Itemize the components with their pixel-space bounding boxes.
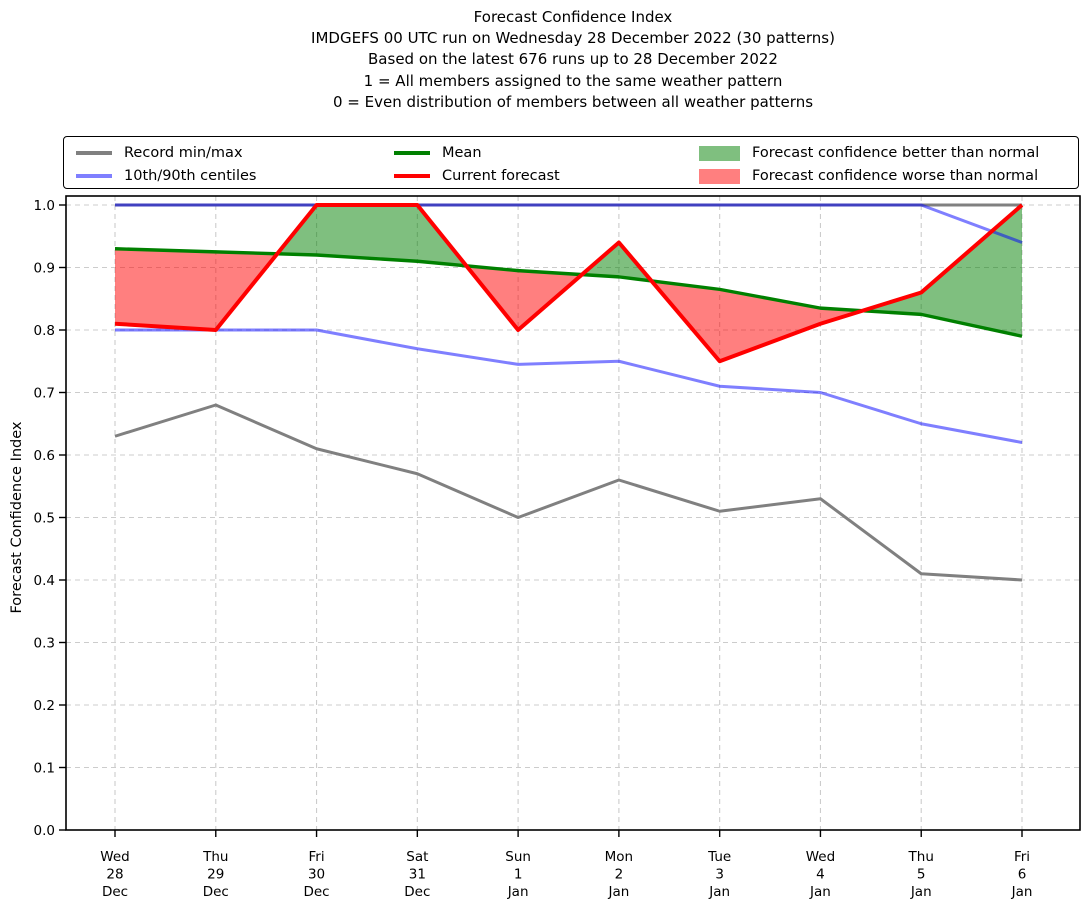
axes-frame xyxy=(65,195,1081,831)
legend-label: Mean xyxy=(442,145,482,161)
x-tick-label: 29 xyxy=(207,867,224,883)
centile-10-line xyxy=(115,328,1023,444)
legend-label: Record min/max xyxy=(124,145,243,161)
title-line-1: Forecast Confidence Index xyxy=(473,8,673,26)
title-line-5: 0 = Even distribution of members between… xyxy=(332,92,814,111)
title-line-4: 1 = All members assigned to the same wea… xyxy=(363,71,783,90)
x-tick-label: 2 xyxy=(615,867,624,883)
legend-label: Forecast confidence worse than normal xyxy=(752,168,1039,184)
legend-entry-worse-than-normal: Forecast confidence worse than normal xyxy=(699,166,1038,186)
better-than-normal-fill xyxy=(277,205,467,266)
x-tick-label: 28 xyxy=(106,867,123,883)
y-tick-label: 0.3 xyxy=(34,636,55,652)
legend-label: 10th/90th centiles xyxy=(124,168,257,184)
x-tick-label: Fri xyxy=(309,849,325,865)
y-axis-label: Forecast Confidence Index xyxy=(9,421,25,613)
x-tick-label: Jan xyxy=(809,884,831,900)
y-tick-label: 0.8 xyxy=(34,323,55,339)
x-tick-label: 5 xyxy=(917,867,926,883)
series-lines xyxy=(114,203,1024,582)
y-tick-label: 0.5 xyxy=(34,511,55,527)
current-forecast-line-swatch xyxy=(394,174,430,178)
worse-than-normal-fill xyxy=(115,248,278,330)
legend-label: Forecast confidence better than normal xyxy=(752,145,1040,161)
x-tick-label: Dec xyxy=(404,884,430,900)
x-tick-label: Jan xyxy=(607,884,629,900)
x-tick-label: Wed xyxy=(100,849,129,865)
chart-title-block: Forecast Confidence Index IMDGEFS 00 UTC… xyxy=(66,7,1080,113)
x-tick-label: Sun xyxy=(505,849,531,865)
x-tick-label: Dec xyxy=(303,884,329,900)
legend-entry-better-than-normal: Forecast confidence better than normal xyxy=(699,143,1039,163)
legend-entry-mean: Mean xyxy=(394,143,482,163)
x-tick-label: Jan xyxy=(910,884,932,900)
x-tick-label: Tue xyxy=(707,849,731,865)
centiles-line-swatch xyxy=(76,174,112,178)
record-minmax-line-swatch xyxy=(76,151,112,155)
legend-entry-centiles: 10th/90th centiles xyxy=(76,166,256,186)
current-forecast-line xyxy=(114,203,1024,364)
x-tick-label: Dec xyxy=(102,884,128,900)
axis-ticks: 0.00.10.20.30.40.50.60.70.80.91.0Wed28De… xyxy=(34,198,1033,900)
legend: Record min/max 10th/90th centiles Mean C… xyxy=(63,136,1079,189)
y-tick-label: 0.2 xyxy=(34,698,55,714)
x-tick-label: Jan xyxy=(1011,884,1033,900)
x-tick-label: Thu xyxy=(202,849,228,865)
x-tick-label: Jan xyxy=(507,884,529,900)
legend-label: Current forecast xyxy=(442,168,560,184)
y-tick-label: 0.1 xyxy=(34,761,55,777)
y-tick-label: 0.6 xyxy=(34,448,55,464)
axes xyxy=(65,195,1081,831)
legend-entry-record-minmax: Record min/max xyxy=(76,143,243,163)
centile-90-line xyxy=(115,203,1023,244)
better-than-normal-patch-swatch xyxy=(699,145,740,161)
x-tick-label: Fri xyxy=(1014,849,1030,865)
worse-than-normal-patch-swatch xyxy=(699,168,740,184)
legend-entry-current-forecast: Current forecast xyxy=(394,166,560,186)
worse-than-normal-fill xyxy=(466,265,582,330)
title-line-3: Based on the latest 676 runs up to 28 De… xyxy=(368,50,778,69)
y-tick-label: 0.0 xyxy=(34,823,55,839)
mean-line xyxy=(114,247,1023,338)
better-than-normal-fill xyxy=(581,242,652,281)
x-tick-label: Dec xyxy=(203,884,229,900)
y-tick-label: 0.7 xyxy=(34,386,55,402)
better-than-normal-fill xyxy=(862,205,1022,337)
x-tick-label: Wed xyxy=(806,849,835,865)
x-tick-label: Mon xyxy=(605,849,633,865)
x-tick-label: Thu xyxy=(908,849,934,865)
y-axis: Forecast Confidence Index xyxy=(9,421,25,613)
x-tick-label: 31 xyxy=(409,867,426,883)
x-tick-label: 6 xyxy=(1018,867,1027,883)
x-tick-label: 30 xyxy=(308,867,325,883)
x-tick-label: 1 xyxy=(514,867,523,883)
mean-line-swatch xyxy=(394,151,430,155)
y-tick-label: 0.9 xyxy=(34,261,55,277)
x-tick-label: 3 xyxy=(715,867,724,883)
x-tick-label: 4 xyxy=(816,867,825,883)
x-tick-label: Jan xyxy=(708,884,730,900)
x-tick-label: Sat xyxy=(406,849,428,865)
y-tick-label: 1.0 xyxy=(34,198,55,214)
title-line-2: IMDGEFS 00 UTC run on Wednesday 28 Decem… xyxy=(311,29,835,48)
y-tick-label: 0.4 xyxy=(34,573,55,589)
record-min-line xyxy=(114,403,1023,582)
